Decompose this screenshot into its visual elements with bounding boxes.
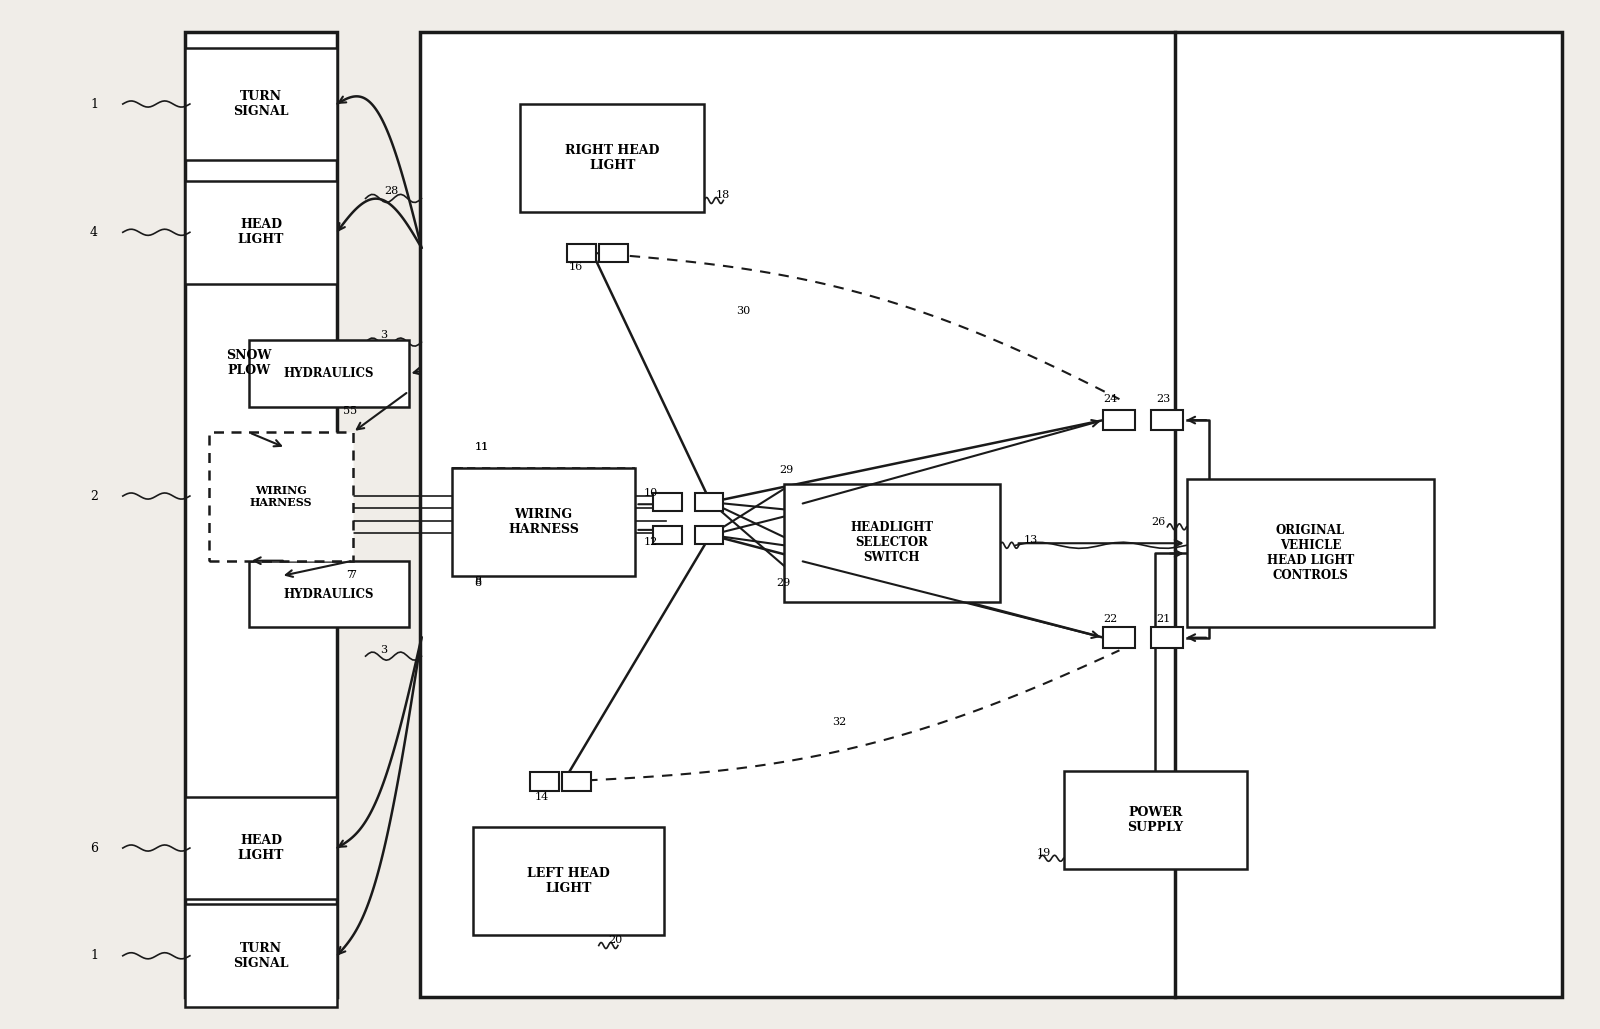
Bar	[653, 493, 682, 511]
Bar	[1152, 410, 1184, 430]
Text: 32: 32	[832, 717, 846, 726]
Bar	[653, 526, 682, 544]
Text: HEADLIGHT
SELECTOR
SWITCH: HEADLIGHT SELECTOR SWITCH	[850, 522, 933, 564]
FancyBboxPatch shape	[784, 484, 1000, 602]
Text: 5: 5	[342, 405, 350, 416]
FancyBboxPatch shape	[186, 904, 338, 1007]
Text: 6: 6	[90, 842, 98, 854]
Text: SNOW
PLOW: SNOW PLOW	[226, 349, 272, 377]
Text: 24: 24	[1104, 394, 1118, 403]
Text: 1: 1	[90, 950, 98, 962]
FancyBboxPatch shape	[451, 468, 635, 576]
Text: 1: 1	[90, 98, 98, 110]
Text: 4: 4	[90, 225, 98, 239]
Text: 28: 28	[384, 186, 398, 197]
Text: ORIGINAL
VEHICLE
HEAD LIGHT
CONTROLS: ORIGINAL VEHICLE HEAD LIGHT CONTROLS	[1267, 524, 1354, 582]
Text: 12: 12	[643, 537, 658, 547]
Bar	[566, 244, 595, 262]
Text: POWER
SUPPLY: POWER SUPPLY	[1128, 806, 1184, 833]
Text: 5: 5	[349, 405, 357, 416]
Text: 29: 29	[779, 465, 794, 475]
Bar	[530, 772, 558, 790]
Text: 3: 3	[379, 645, 387, 655]
Text: 30: 30	[736, 307, 750, 316]
Bar	[1104, 410, 1136, 430]
FancyBboxPatch shape	[210, 432, 352, 561]
Text: 16: 16	[568, 262, 582, 273]
Text: 8: 8	[474, 578, 482, 589]
FancyBboxPatch shape	[250, 340, 408, 406]
Bar	[1152, 628, 1184, 648]
Text: 14: 14	[534, 791, 549, 802]
Text: 7: 7	[349, 570, 357, 580]
Text: 10: 10	[643, 488, 658, 498]
Text: 20: 20	[608, 935, 622, 946]
Text: 26: 26	[1152, 517, 1166, 527]
Text: 11: 11	[474, 441, 488, 452]
Text: LEFT HEAD
LIGHT: LEFT HEAD LIGHT	[526, 867, 610, 895]
Text: 29: 29	[776, 578, 790, 589]
Bar	[598, 244, 627, 262]
FancyBboxPatch shape	[1187, 478, 1434, 628]
Text: TURN
SIGNAL: TURN SIGNAL	[234, 942, 288, 969]
FancyBboxPatch shape	[472, 827, 664, 935]
FancyBboxPatch shape	[419, 32, 1562, 997]
Bar	[694, 493, 723, 511]
FancyBboxPatch shape	[186, 32, 338, 997]
Text: WIRING
HARNESS: WIRING HARNESS	[250, 485, 312, 508]
Text: 2: 2	[90, 490, 98, 502]
Bar	[562, 772, 590, 790]
Text: 7: 7	[346, 570, 354, 580]
Text: 18: 18	[715, 190, 730, 201]
FancyBboxPatch shape	[186, 47, 338, 161]
Text: 8: 8	[474, 576, 482, 587]
Text: TURN
SIGNAL: TURN SIGNAL	[234, 90, 288, 118]
FancyBboxPatch shape	[1064, 771, 1248, 868]
FancyBboxPatch shape	[186, 796, 338, 899]
Text: HYDRAULICS: HYDRAULICS	[283, 588, 374, 601]
Text: 13: 13	[1024, 535, 1038, 545]
Text: 19: 19	[1037, 848, 1051, 858]
FancyBboxPatch shape	[520, 104, 704, 212]
Text: HYDRAULICS: HYDRAULICS	[283, 367, 374, 380]
FancyBboxPatch shape	[186, 181, 338, 284]
Text: WIRING
HARNESS: WIRING HARNESS	[509, 508, 579, 536]
FancyBboxPatch shape	[250, 561, 408, 628]
Text: RIGHT HEAD
LIGHT: RIGHT HEAD LIGHT	[565, 144, 659, 172]
Text: 3: 3	[379, 330, 387, 340]
Text: HEAD
LIGHT: HEAD LIGHT	[238, 835, 285, 862]
Bar	[694, 526, 723, 544]
Text: 21: 21	[1157, 614, 1171, 625]
Bar	[1104, 628, 1136, 648]
Text: 22: 22	[1104, 614, 1118, 625]
Text: 11: 11	[474, 441, 488, 452]
Text: 23: 23	[1157, 394, 1171, 403]
Text: HEAD
LIGHT: HEAD LIGHT	[238, 218, 285, 246]
